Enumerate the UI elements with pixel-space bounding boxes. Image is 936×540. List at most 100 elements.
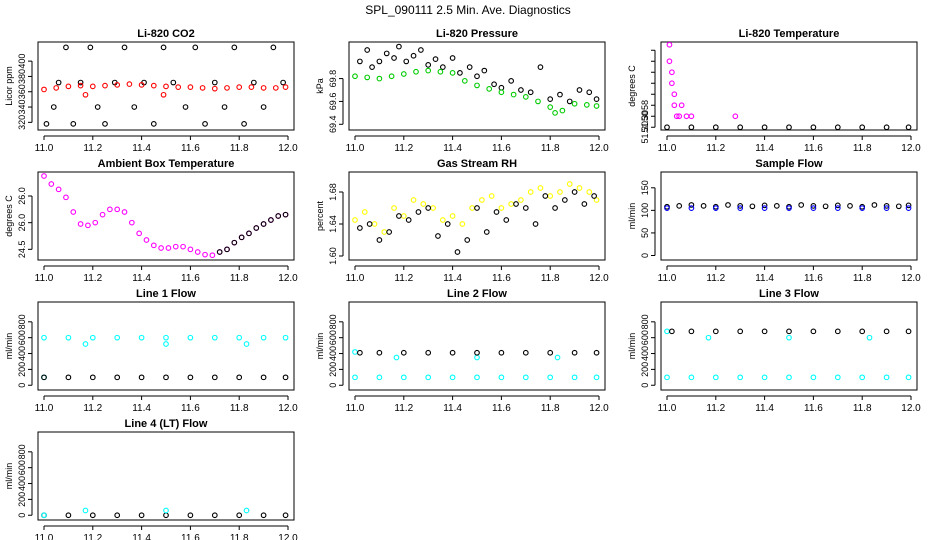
plot-frame bbox=[348, 41, 606, 131]
data-point bbox=[859, 328, 866, 335]
data-point bbox=[593, 374, 600, 381]
data-point bbox=[77, 82, 84, 89]
plot-frame bbox=[660, 301, 918, 391]
data-point bbox=[503, 217, 510, 223]
y-tick-label: 0 bbox=[328, 383, 338, 388]
data-point bbox=[211, 374, 218, 381]
y-tick-label: 380 bbox=[17, 69, 27, 84]
data-point bbox=[527, 189, 534, 195]
data-point bbox=[905, 205, 912, 211]
data-point bbox=[415, 209, 422, 215]
data-point bbox=[182, 104, 189, 110]
data-point bbox=[486, 86, 493, 92]
y-tick-label: 100 bbox=[640, 203, 650, 218]
data-point bbox=[270, 44, 277, 51]
data-point bbox=[211, 79, 218, 86]
data-point bbox=[474, 73, 480, 80]
data-point bbox=[150, 242, 157, 249]
data-point bbox=[211, 334, 218, 341]
y-tick-label: 600 bbox=[640, 330, 650, 345]
data-point bbox=[236, 374, 243, 381]
y-tick-label: 0 bbox=[640, 253, 650, 258]
x-tick-label: 11.2 bbox=[394, 403, 413, 414]
data-point bbox=[53, 85, 60, 91]
series-black bbox=[43, 44, 286, 127]
data-point bbox=[810, 205, 817, 211]
data-point bbox=[761, 124, 768, 131]
data-point bbox=[664, 374, 670, 381]
data-point bbox=[474, 349, 480, 356]
data-point bbox=[180, 243, 186, 250]
data-point bbox=[410, 197, 417, 203]
x-tick-label: 11.8 bbox=[853, 403, 872, 414]
panel-sample-flow: Sample Flow 11.0 11.2 11.4 11.6 11.8 12.0 0 50 10… bbox=[627, 158, 921, 284]
y-axis-label: ml/min bbox=[4, 333, 14, 360]
data-point bbox=[410, 52, 417, 59]
data-point bbox=[688, 202, 695, 208]
plot-frame bbox=[348, 301, 606, 391]
plot-frame bbox=[660, 171, 918, 261]
data-point bbox=[413, 68, 419, 75]
x-tick-label: 11.4 bbox=[132, 273, 151, 284]
panel-title: Li-820 Pressure bbox=[436, 28, 518, 40]
data-point bbox=[160, 44, 167, 51]
data-point bbox=[150, 121, 157, 127]
y-tick-label: 24.5 bbox=[17, 241, 27, 259]
panels: Li-820 CO2 11.0 11.2 11.4 11.6 11.8 12.0 320340… bbox=[4, 28, 921, 540]
data-point bbox=[883, 202, 890, 209]
data-point bbox=[163, 334, 169, 341]
data-point bbox=[400, 374, 407, 381]
data-point bbox=[211, 512, 218, 519]
series-black bbox=[669, 328, 912, 335]
x-tick-label: 11.8 bbox=[541, 143, 560, 154]
data-point bbox=[138, 512, 145, 519]
data-point bbox=[786, 328, 792, 335]
data-point bbox=[357, 58, 363, 65]
data-point bbox=[547, 374, 554, 381]
data-point bbox=[241, 121, 247, 127]
y-axis-label: ml/min bbox=[627, 203, 637, 230]
plot-frame bbox=[348, 171, 606, 261]
data-point bbox=[128, 219, 135, 226]
data-point bbox=[834, 205, 841, 211]
data-point bbox=[834, 328, 841, 335]
data-point bbox=[676, 113, 683, 120]
data-point bbox=[89, 374, 96, 381]
data-point bbox=[163, 341, 169, 347]
data-point bbox=[664, 328, 670, 335]
data-point bbox=[282, 84, 289, 90]
data-point bbox=[236, 334, 243, 341]
panel-line-4-lt-flow: Line 4 (LT) Flow 11.0 11.2 11.4 11.6 11.8 12.0… bbox=[4, 418, 298, 540]
data-point bbox=[439, 217, 446, 223]
data-point bbox=[352, 73, 358, 80]
data-point bbox=[466, 64, 473, 70]
y-tick-label: 0 bbox=[640, 383, 650, 388]
y-tick-label: 600 bbox=[17, 460, 27, 475]
x-tick-label: 11.0 bbox=[658, 273, 677, 284]
data-point bbox=[444, 221, 451, 227]
panel-line-2-flow: Line 2 Flow 11.0 11.2 11.4 11.6 11.8 12.0 0 2004… bbox=[315, 288, 609, 414]
data-point bbox=[425, 374, 432, 381]
data-point bbox=[65, 83, 72, 90]
data-point bbox=[586, 189, 593, 195]
data-point bbox=[761, 328, 768, 335]
data-point bbox=[449, 55, 456, 61]
plot-frame bbox=[660, 41, 918, 131]
data-point bbox=[537, 185, 544, 191]
x-tick-label: 11.8 bbox=[541, 273, 560, 284]
data-point bbox=[400, 71, 407, 77]
x-tick-label: 12.0 bbox=[589, 273, 609, 284]
x-tick-label: 11.0 bbox=[658, 143, 677, 154]
data-point bbox=[138, 82, 145, 88]
data-point bbox=[282, 512, 289, 519]
y-tick-label: 1.60 bbox=[328, 247, 338, 265]
y-tick-label: 69.4 bbox=[328, 116, 338, 134]
y-tick-label: 400 bbox=[328, 346, 338, 361]
x-tick-label: 11.0 bbox=[35, 403, 54, 414]
data-point bbox=[688, 328, 695, 335]
x-tick-label: 11.2 bbox=[83, 403, 102, 414]
x-tick-label: 11.2 bbox=[706, 143, 725, 154]
data-point bbox=[107, 206, 113, 213]
data-point bbox=[216, 249, 223, 255]
